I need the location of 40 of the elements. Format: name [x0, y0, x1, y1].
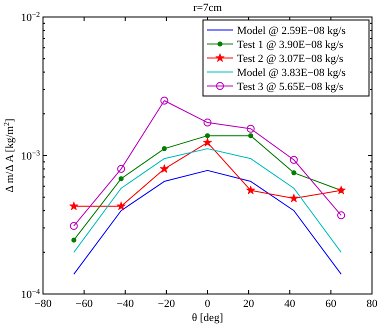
point [289, 194, 298, 202]
x-tick-label: −20 [158, 298, 176, 310]
x-tick-label: 40 [284, 298, 296, 310]
point [337, 211, 346, 220]
x-tick-label: 60 [325, 298, 337, 310]
point [162, 146, 167, 152]
line-series [73, 148, 342, 253]
legend-label: Model @ 3.83E−08 kg/s [237, 67, 346, 79]
point [248, 133, 254, 138]
point [69, 202, 78, 210]
x-tick-label: 20 [243, 298, 255, 310]
chart-title: r=7cm [193, 2, 222, 14]
legend-label: Test 2 @ 3.07E−08 kg/s [237, 53, 344, 65]
point [71, 238, 76, 243]
point [291, 170, 296, 176]
point [202, 138, 212, 146]
line-series [73, 170, 342, 275]
point [160, 96, 168, 105]
point [160, 164, 169, 173]
point [246, 186, 256, 194]
y-tick-label: 10$^{−2}$ [20, 10, 40, 24]
point [204, 118, 212, 127]
x-tick-label: 0 [204, 298, 211, 310]
legend-label: Test 3 @ 5.65E−08 kg/s [237, 81, 344, 93]
x-tick-label: −40 [116, 298, 134, 310]
point [117, 164, 126, 173]
x-axis-title: θ [deg] [192, 312, 224, 324]
legend-label: Model @ 2.59E−08 kg/s [237, 25, 346, 37]
point [205, 133, 210, 138]
y-tick-label: 10$^{−3}$ [20, 148, 40, 162]
point [118, 176, 124, 182]
point [116, 202, 126, 210]
x-tick-label: −60 [76, 298, 94, 310]
point [290, 156, 298, 164]
point [70, 222, 78, 230]
point [246, 124, 255, 133]
x-tick-label: 80 [366, 298, 378, 310]
x-tick-label: −80 [34, 298, 52, 310]
legend-label: Test 1 @ 3.90E−08 kg/s [237, 39, 344, 51]
y-tick-label: 10$^{−4}$ [20, 286, 40, 301]
